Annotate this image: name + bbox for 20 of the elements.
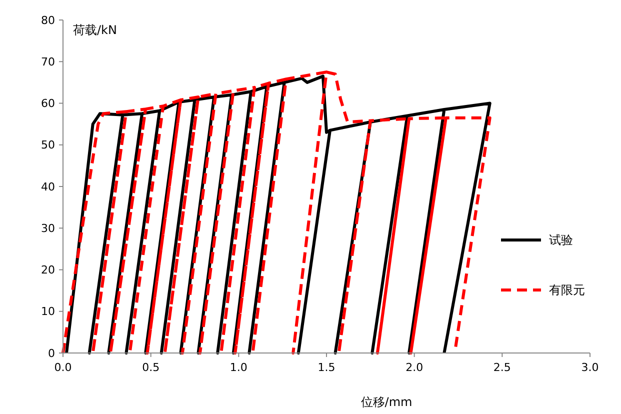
x-tick-label: 0.0 [54, 361, 72, 374]
y-tick-label: 40 [41, 180, 55, 194]
y-axis-title: 荷载/kN [73, 23, 117, 37]
x-axis-title: 位移/mm [360, 395, 412, 409]
x-tick-label: 2.0 [406, 361, 424, 374]
legend-label: 有限元 [549, 283, 585, 298]
y-tick-label: 50 [41, 138, 55, 152]
y-tick-label: 80 [41, 14, 55, 27]
x-tick-label: 0.5 [142, 361, 160, 374]
legend-label: 试验 [549, 233, 573, 248]
x-tick-label: 1.0 [230, 361, 248, 374]
x-tick-label: 1.5 [318, 361, 336, 374]
y-tick-label: 60 [41, 97, 55, 110]
y-tick-label: 10 [41, 305, 55, 318]
y-tick-label: 30 [41, 222, 55, 235]
x-tick-label: 2.5 [493, 361, 511, 374]
x-tick-label: 3.0 [581, 361, 599, 374]
y-tick-label: 0 [48, 346, 55, 360]
y-tick-label: 70 [41, 55, 55, 68]
y-tick-label: 20 [41, 264, 55, 277]
